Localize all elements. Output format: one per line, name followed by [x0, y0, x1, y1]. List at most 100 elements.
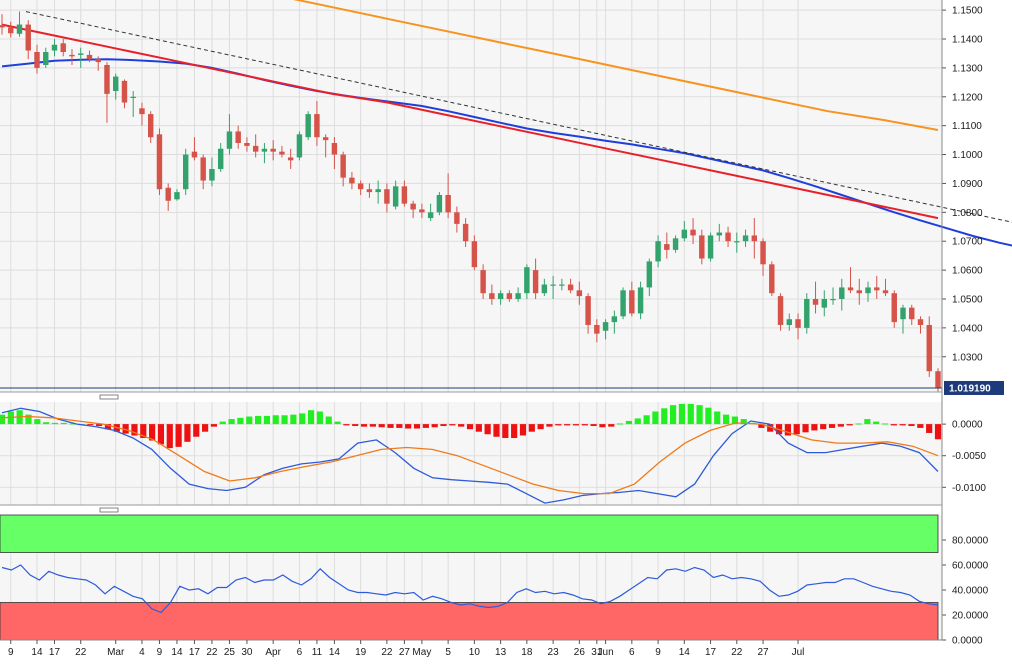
macd-histogram-bar — [175, 424, 182, 447]
candle-body — [69, 54, 75, 57]
macd-histogram-bar — [299, 413, 306, 425]
macd-histogram-bar — [484, 424, 491, 435]
macd-histogram-bar — [87, 424, 94, 426]
macd-histogram-bar — [687, 403, 694, 425]
candle-body — [165, 187, 171, 201]
macd-histogram-bar — [475, 424, 482, 432]
macd-histogram-bar — [555, 424, 562, 426]
candle-body — [874, 287, 880, 291]
candle-body — [130, 96, 136, 98]
macd-histogram-bar — [387, 424, 394, 428]
candle-body — [51, 44, 58, 51]
candle-body — [847, 287, 854, 291]
x-tick-label: 10 — [469, 647, 481, 658]
rsi-panel — [0, 514, 942, 641]
candle-body — [357, 183, 364, 190]
macd-tick-label: 0.0000 — [952, 420, 983, 431]
macd-histogram-bar — [731, 416, 738, 425]
price-tick-label: 1.1100 — [952, 121, 982, 132]
price-tick-label: 1.0900 — [952, 179, 983, 190]
price-tick-label: 1.0700 — [952, 237, 983, 248]
x-tick-label: May — [412, 647, 431, 658]
candle-body — [182, 154, 189, 190]
macd-histogram-bar — [890, 424, 897, 426]
macd-histogram-bar — [202, 424, 209, 432]
macd-histogram-bar — [784, 424, 791, 436]
candle-body — [620, 290, 626, 317]
candle-body — [865, 287, 871, 294]
candle-body — [279, 151, 285, 155]
candle-body — [331, 142, 338, 155]
candle-body — [34, 51, 40, 68]
panel-splitters[interactable] — [0, 391, 942, 513]
rsi-tick-label: 60.0000 — [952, 561, 989, 572]
candle-body — [559, 284, 565, 286]
macd-panel-bg — [0, 402, 942, 505]
candle-body — [804, 298, 810, 328]
macd-histogram-bar — [0, 414, 6, 425]
candle-body — [786, 319, 793, 325]
macd-panel — [0, 402, 942, 505]
macd-histogram-bar — [69, 423, 76, 425]
candle-body — [769, 264, 775, 294]
candle-body — [734, 241, 740, 243]
candle-body — [594, 324, 600, 334]
macd-histogram-bar — [34, 419, 41, 425]
x-tick-label: 27 — [399, 647, 411, 658]
x-tick-label: 14 — [679, 647, 691, 658]
x-tick-label: 13 — [495, 647, 507, 658]
macd-histogram-bar — [51, 422, 59, 425]
price-tick-label: 1.0400 — [952, 323, 983, 334]
x-tick-label: 25 — [224, 647, 236, 658]
price-tick-label: 1.0500 — [952, 294, 983, 305]
candle-body — [506, 293, 513, 299]
macd-histogram-bar — [811, 424, 818, 431]
price-tick-label: 1.0800 — [952, 208, 983, 219]
candle-body — [681, 229, 688, 239]
macd-histogram-bar — [590, 424, 597, 427]
splitter-handle[interactable] — [99, 507, 119, 513]
x-tick-label: Mar — [107, 647, 125, 658]
macd-histogram-bar — [864, 419, 871, 425]
candle-body — [742, 235, 749, 242]
splitter-handle[interactable] — [99, 394, 119, 400]
macd-histogram-bar — [405, 424, 412, 429]
candle-body — [882, 290, 889, 294]
last-price-label: 1.019190 — [944, 380, 1004, 395]
x-tick-label: Jul — [792, 647, 805, 658]
candle-body — [690, 229, 696, 236]
candle-body — [655, 241, 661, 262]
macd-histogram-bar — [449, 424, 456, 426]
macd-histogram-bar — [413, 424, 421, 429]
x-tick-label: 11 — [312, 647, 323, 658]
macd-histogram-bar — [431, 424, 438, 428]
macd-histogram-bar — [511, 424, 518, 439]
candle-body — [235, 131, 241, 143]
macd-histogram-bar — [564, 424, 571, 426]
candle-body — [489, 293, 495, 299]
x-tick-label: 9 — [655, 647, 661, 658]
price-tick-label: 1.1200 — [952, 92, 983, 103]
price-tick-label: 1.1300 — [952, 63, 983, 74]
macd-histogram-bar — [820, 424, 827, 430]
x-tick-label: 5 — [445, 647, 451, 658]
candle-body — [366, 189, 373, 193]
macd-histogram-bar — [855, 423, 862, 425]
macd-histogram-bar — [714, 411, 721, 425]
candle-body — [349, 177, 355, 184]
candle-body — [296, 134, 303, 158]
candle-body — [139, 108, 145, 115]
x-tick-label: 6 — [629, 647, 635, 658]
candle-body — [812, 298, 819, 305]
macd-histogram-bar — [846, 424, 853, 426]
macd-histogram-bar — [828, 424, 836, 428]
macd-histogram-bar — [599, 424, 606, 428]
macd-histogram-bar — [625, 420, 633, 425]
macd-histogram-bar — [210, 424, 218, 427]
macd-histogram-bar — [237, 417, 244, 425]
x-tick-label: 17 — [49, 647, 61, 658]
macd-histogram-bar — [572, 424, 580, 426]
candle-body — [392, 186, 399, 207]
rsi-oversold-zone — [0, 602, 939, 641]
